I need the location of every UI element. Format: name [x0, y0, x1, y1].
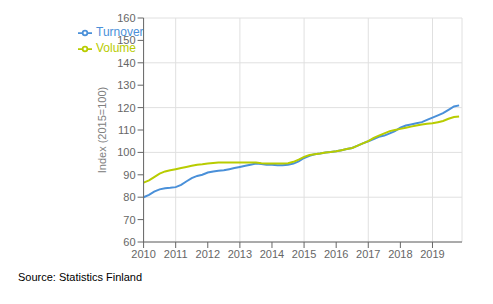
svg-text:2018: 2018	[388, 248, 412, 260]
svg-text:2019: 2019	[420, 248, 444, 260]
svg-text:120: 120	[117, 102, 135, 114]
svg-text:160: 160	[117, 12, 135, 24]
svg-text:2017: 2017	[356, 248, 380, 260]
svg-text:2010: 2010	[131, 248, 155, 260]
svg-text:2013: 2013	[228, 248, 252, 260]
svg-text:140: 140	[117, 57, 135, 69]
svg-text:80: 80	[123, 191, 135, 203]
svg-text:2012: 2012	[196, 248, 220, 260]
svg-text:2011: 2011	[164, 248, 188, 260]
svg-text:2015: 2015	[292, 248, 316, 260]
svg-text:100: 100	[117, 146, 135, 158]
svg-text:60: 60	[123, 236, 135, 248]
svg-text:2014: 2014	[260, 248, 284, 260]
svg-text:90: 90	[123, 169, 135, 181]
svg-text:130: 130	[117, 79, 135, 91]
svg-text:2016: 2016	[324, 248, 348, 260]
svg-text:70: 70	[123, 214, 135, 226]
svg-text:110: 110	[118, 124, 136, 136]
svg-text:Index (2015=100): Index (2015=100)	[96, 87, 108, 174]
svg-text:150: 150	[117, 34, 135, 46]
